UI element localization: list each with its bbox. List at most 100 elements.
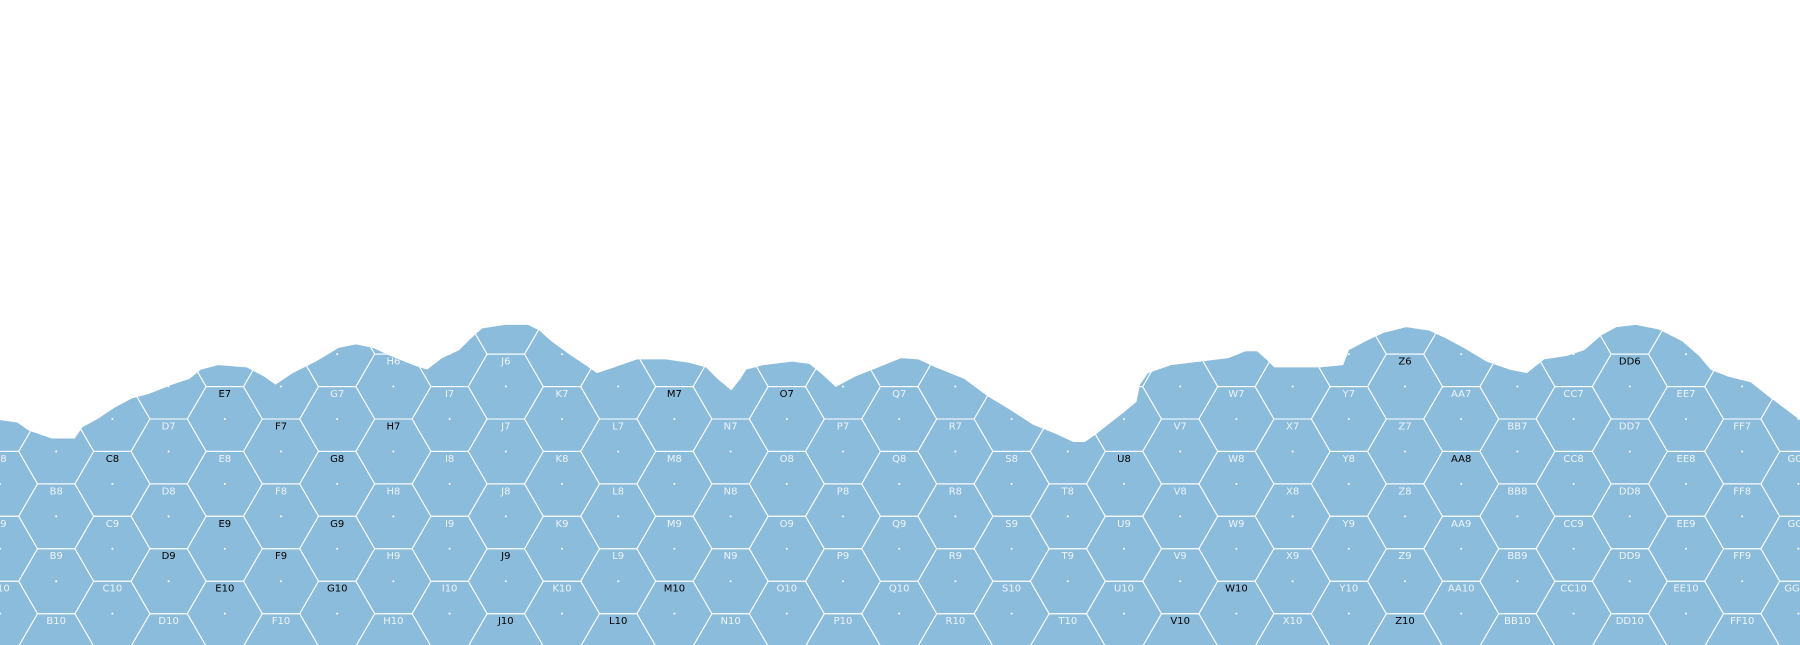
hex-center-dot <box>673 547 676 550</box>
hex <box>806 224 881 289</box>
hex-center-dot <box>55 580 58 583</box>
hex-center-dot <box>223 547 226 550</box>
hex-center-dot <box>1572 547 1575 550</box>
hex-center-dot <box>0 482 1 485</box>
hex-center-dot <box>1347 547 1350 550</box>
hex-center-dot <box>898 612 901 615</box>
hex <box>1087 192 1162 257</box>
hex <box>973 324 1050 388</box>
hex-center-dot <box>1404 256 1406 258</box>
hex-center-dot <box>1685 547 1687 550</box>
hex-center-dot <box>392 450 395 453</box>
hex-center-dot <box>111 353 114 356</box>
hex-center-dot <box>842 515 844 518</box>
hex-label: DD7 <box>1619 421 1641 432</box>
hex-center-dot <box>1347 612 1350 615</box>
hex-center-dot <box>0 223 1 225</box>
hex-label: K10 <box>552 584 571 595</box>
hex-label: B10 <box>46 616 66 627</box>
hex <box>300 257 375 322</box>
hex-label: X10 <box>1283 616 1303 627</box>
hex-center-dot <box>673 612 676 615</box>
hex-center-dot <box>1235 547 1238 550</box>
hex-center-dot <box>561 223 563 225</box>
hex <box>356 224 431 289</box>
hex-center-dot <box>224 288 226 290</box>
hex <box>1649 257 1724 322</box>
hex <box>637 192 712 257</box>
hex-label: L7 <box>612 421 624 432</box>
hex-center-dot <box>1685 353 1687 356</box>
hex-center-dot <box>392 321 394 323</box>
hex-center-dot <box>1179 256 1181 258</box>
hex-label: Y7 <box>1342 389 1355 400</box>
hex-center-dot <box>842 256 844 258</box>
hex-label: F7 <box>275 421 287 432</box>
hex-center-dot <box>111 547 114 550</box>
hex-label: AA9 <box>1451 519 1471 530</box>
hex-label: E7 <box>218 389 231 400</box>
hex-label: Z6 <box>1398 357 1411 368</box>
hex-label: N7 <box>724 421 738 432</box>
hex-center-dot <box>898 223 900 225</box>
hex-center-dot <box>730 256 732 258</box>
hex-center-dot <box>1572 353 1575 356</box>
hex <box>1424 257 1499 322</box>
hex-center-dot <box>167 385 170 388</box>
hex-center-dot <box>673 482 676 485</box>
hex-label: M7 <box>667 389 682 400</box>
hex-label: Q10 <box>889 584 910 595</box>
hex-center-dot <box>617 385 620 388</box>
hex-label: V7 <box>1174 421 1187 432</box>
hex-label: R8 <box>949 486 962 497</box>
hex <box>0 192 38 257</box>
hex-center-dot <box>336 288 338 290</box>
hex-label: S10 <box>1002 584 1021 595</box>
hex-center-dot <box>898 482 901 485</box>
hex-label: AA7 <box>1451 389 1471 400</box>
hex-label: V8 <box>1174 486 1187 497</box>
hex <box>862 257 937 322</box>
hex <box>74 324 151 388</box>
hex-label: D7 <box>162 421 176 432</box>
hex-label: CC9 <box>1563 519 1583 530</box>
hex-label: Y9 <box>1342 519 1355 530</box>
hex-label: Q7 <box>892 389 906 400</box>
hex <box>692 324 769 355</box>
hex-center-dot <box>0 612 1 615</box>
hex-label: N8 <box>724 486 738 497</box>
hex-label: U8 <box>1117 454 1131 465</box>
hex-center-dot <box>1460 288 1462 290</box>
hex-label: X9 <box>1286 551 1299 562</box>
hex-center-dot <box>1741 580 1744 583</box>
hex-center-dot <box>280 256 282 258</box>
hex-label: K9 <box>556 519 569 530</box>
hex <box>412 192 487 257</box>
hex-label: C10 <box>103 584 123 595</box>
hex-center-dot <box>504 580 507 583</box>
hex <box>1761 192 1800 257</box>
hex-center-dot <box>1741 321 1743 323</box>
hex-label: L9 <box>612 551 624 562</box>
hex-center-dot <box>1235 612 1238 615</box>
hex-center-dot <box>1011 223 1013 225</box>
hex <box>1592 224 1667 289</box>
hex-center-dot <box>1291 580 1294 583</box>
hex-center-dot <box>1685 418 1687 420</box>
hex-center-dot <box>1573 288 1575 290</box>
hex-center-dot <box>785 353 788 356</box>
hex-center-dot <box>1572 418 1575 420</box>
hex-label: T8 <box>1061 486 1074 497</box>
hex-center-dot <box>673 288 675 290</box>
hex-center-dot <box>0 353 1 356</box>
hex-label: L10 <box>609 616 627 627</box>
hex-label: W7 <box>1228 389 1244 400</box>
hex-center-dot <box>842 580 844 583</box>
hex-center-dot <box>1235 353 1238 356</box>
hex-center-dot <box>448 418 451 420</box>
hex-center-dot <box>223 612 226 615</box>
hex-center-dot <box>729 580 732 583</box>
hex-center-dot <box>1067 321 1069 323</box>
hex <box>1311 257 1386 322</box>
hex <box>1143 224 1218 289</box>
